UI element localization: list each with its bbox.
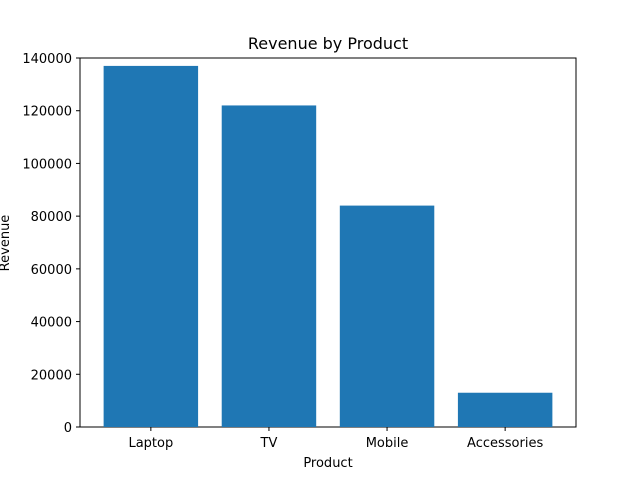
y-tick-label: 20000	[31, 368, 72, 383]
bar-tv	[221, 105, 317, 427]
y-axis-label: Revenue	[0, 215, 13, 272]
chart-title: Revenue by Product	[248, 34, 408, 53]
y-tick-label: 0	[64, 421, 72, 436]
bar-accessories	[457, 392, 553, 427]
y-tick-label: 140000	[22, 52, 72, 67]
bar-mobile	[339, 205, 435, 427]
bar-laptop	[103, 65, 199, 428]
bars-group	[103, 65, 553, 428]
y-tick-label: 40000	[31, 316, 72, 331]
y-tick-label: 120000	[22, 105, 72, 120]
x-tick-label: Laptop	[128, 436, 173, 451]
x-tick-label: TV	[260, 436, 278, 451]
x-axis-label: Product	[303, 456, 352, 471]
plot-frame	[79, 57, 577, 428]
y-axis: 0 20000 40000 60000 80000 100000 120000 140000	[22, 52, 80, 436]
y-tick-label: 60000	[31, 263, 72, 278]
x-tick-label: Accessories	[467, 436, 543, 451]
x-axis: Laptop TV Mobile Accessories	[128, 427, 543, 451]
y-tick-label: 80000	[31, 210, 72, 225]
plot-area	[79, 57, 577, 428]
x-tick-label: Mobile	[366, 436, 409, 451]
y-tick-label: 100000	[22, 157, 72, 172]
